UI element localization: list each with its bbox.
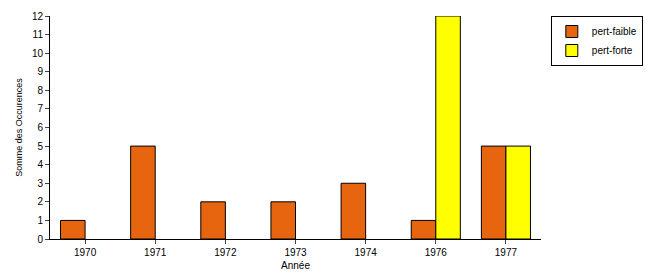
svg-text:1977: 1977: [495, 247, 518, 258]
svg-text:1974: 1974: [355, 247, 378, 258]
svg-text:3: 3: [37, 178, 43, 189]
svg-text:1970: 1970: [74, 247, 97, 258]
svg-text:8: 8: [37, 85, 43, 96]
svg-text:Année: Année: [281, 260, 310, 271]
svg-text:pert-forte: pert-forte: [592, 45, 633, 56]
svg-text:12: 12: [32, 11, 44, 22]
svg-text:pert-faible: pert-faible: [592, 26, 637, 37]
svg-text:4: 4: [37, 159, 43, 170]
svg-text:5: 5: [37, 141, 43, 152]
svg-text:1976: 1976: [425, 247, 448, 258]
svg-text:11: 11: [33, 29, 44, 40]
svg-text:1973: 1973: [284, 247, 307, 258]
svg-text:1971: 1971: [144, 247, 167, 258]
svg-text:10: 10: [32, 48, 44, 59]
svg-text:9: 9: [37, 66, 43, 77]
svg-text:0: 0: [37, 234, 43, 245]
svg-text:2: 2: [37, 196, 43, 207]
svg-text:6: 6: [37, 122, 43, 133]
svg-text:Somme des Occurences: Somme des Occurences: [14, 78, 24, 177]
svg-text:1972: 1972: [214, 247, 237, 258]
svg-text:1: 1: [37, 215, 43, 226]
svg-text:7: 7: [37, 103, 43, 114]
